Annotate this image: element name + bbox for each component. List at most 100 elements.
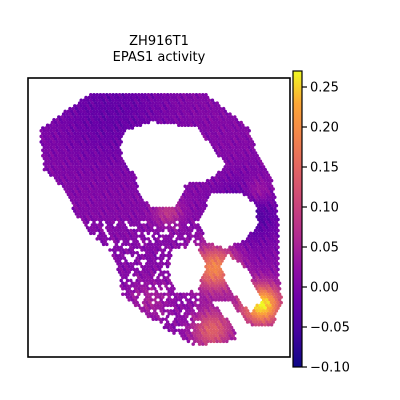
spot — [93, 178, 98, 183]
spot — [162, 220, 167, 224]
spot — [85, 165, 90, 169]
spot — [226, 336, 231, 341]
spot — [228, 117, 232, 122]
spot — [180, 300, 184, 305]
spot — [178, 214, 183, 219]
spot — [146, 314, 151, 319]
spot — [125, 250, 130, 255]
spot — [268, 220, 272, 224]
spot — [266, 173, 271, 177]
spot — [84, 151, 88, 155]
spot — [58, 156, 63, 161]
spot — [129, 250, 133, 255]
spot — [212, 289, 216, 294]
spot — [106, 129, 111, 133]
spot — [121, 115, 125, 119]
spot — [65, 184, 69, 188]
spot — [137, 115, 141, 119]
spot — [55, 173, 59, 177]
spot — [159, 220, 163, 224]
spot — [209, 190, 213, 194]
spot — [247, 190, 251, 194]
spot — [79, 109, 83, 114]
spot — [223, 187, 227, 191]
spot — [125, 117, 130, 122]
spot — [127, 187, 131, 191]
spot — [133, 192, 138, 197]
spot — [170, 239, 175, 244]
spot — [217, 253, 221, 258]
spot — [124, 248, 128, 252]
spot — [258, 220, 263, 224]
spot — [108, 237, 112, 241]
spot — [98, 231, 103, 236]
spot — [218, 140, 223, 144]
spot — [98, 131, 103, 136]
spot — [79, 159, 83, 164]
spot — [100, 140, 104, 144]
spot — [154, 117, 159, 122]
spot — [207, 275, 211, 280]
spot — [151, 262, 155, 266]
spot — [63, 131, 67, 136]
spot — [215, 134, 219, 139]
spot — [234, 250, 239, 255]
spot — [212, 262, 216, 266]
spot — [167, 117, 171, 122]
spot — [93, 129, 98, 133]
spot — [181, 231, 186, 236]
spot — [97, 223, 101, 227]
spot — [172, 104, 176, 108]
spot — [245, 142, 250, 147]
spot — [103, 217, 107, 222]
spot — [212, 178, 216, 183]
spot — [165, 303, 170, 308]
spot — [202, 206, 207, 211]
spot — [85, 131, 90, 136]
spot — [114, 192, 119, 197]
spot — [241, 123, 245, 127]
spot — [276, 267, 280, 272]
spot — [249, 259, 253, 263]
spot — [191, 325, 195, 330]
spot — [273, 217, 277, 222]
spot — [237, 156, 242, 161]
spot — [124, 192, 128, 197]
spot — [207, 331, 211, 335]
spot — [90, 156, 95, 161]
spot — [210, 309, 215, 313]
spot — [228, 140, 232, 144]
spot — [260, 311, 264, 316]
spot — [127, 292, 131, 297]
spot — [85, 137, 90, 141]
spot — [81, 173, 85, 177]
spot — [89, 159, 93, 164]
spot — [265, 198, 269, 202]
spot — [265, 259, 269, 263]
spot — [79, 198, 83, 202]
spot — [119, 134, 123, 139]
spot — [189, 195, 194, 200]
spot — [95, 104, 99, 108]
spot — [105, 159, 109, 164]
spot — [185, 115, 189, 119]
spot — [85, 104, 90, 108]
spot — [149, 109, 154, 114]
spot — [85, 142, 90, 147]
spot — [188, 104, 192, 108]
spot — [215, 129, 219, 133]
spot — [151, 117, 155, 122]
spot — [125, 212, 130, 216]
spot — [231, 145, 235, 150]
spot — [71, 190, 75, 194]
spot — [129, 117, 133, 122]
spot — [143, 253, 147, 258]
spot — [132, 228, 136, 233]
spot — [145, 101, 149, 105]
spot — [274, 214, 279, 219]
spot — [226, 331, 231, 335]
spot — [271, 226, 275, 230]
spot — [197, 120, 202, 125]
spot — [113, 173, 117, 177]
spot — [149, 292, 154, 297]
